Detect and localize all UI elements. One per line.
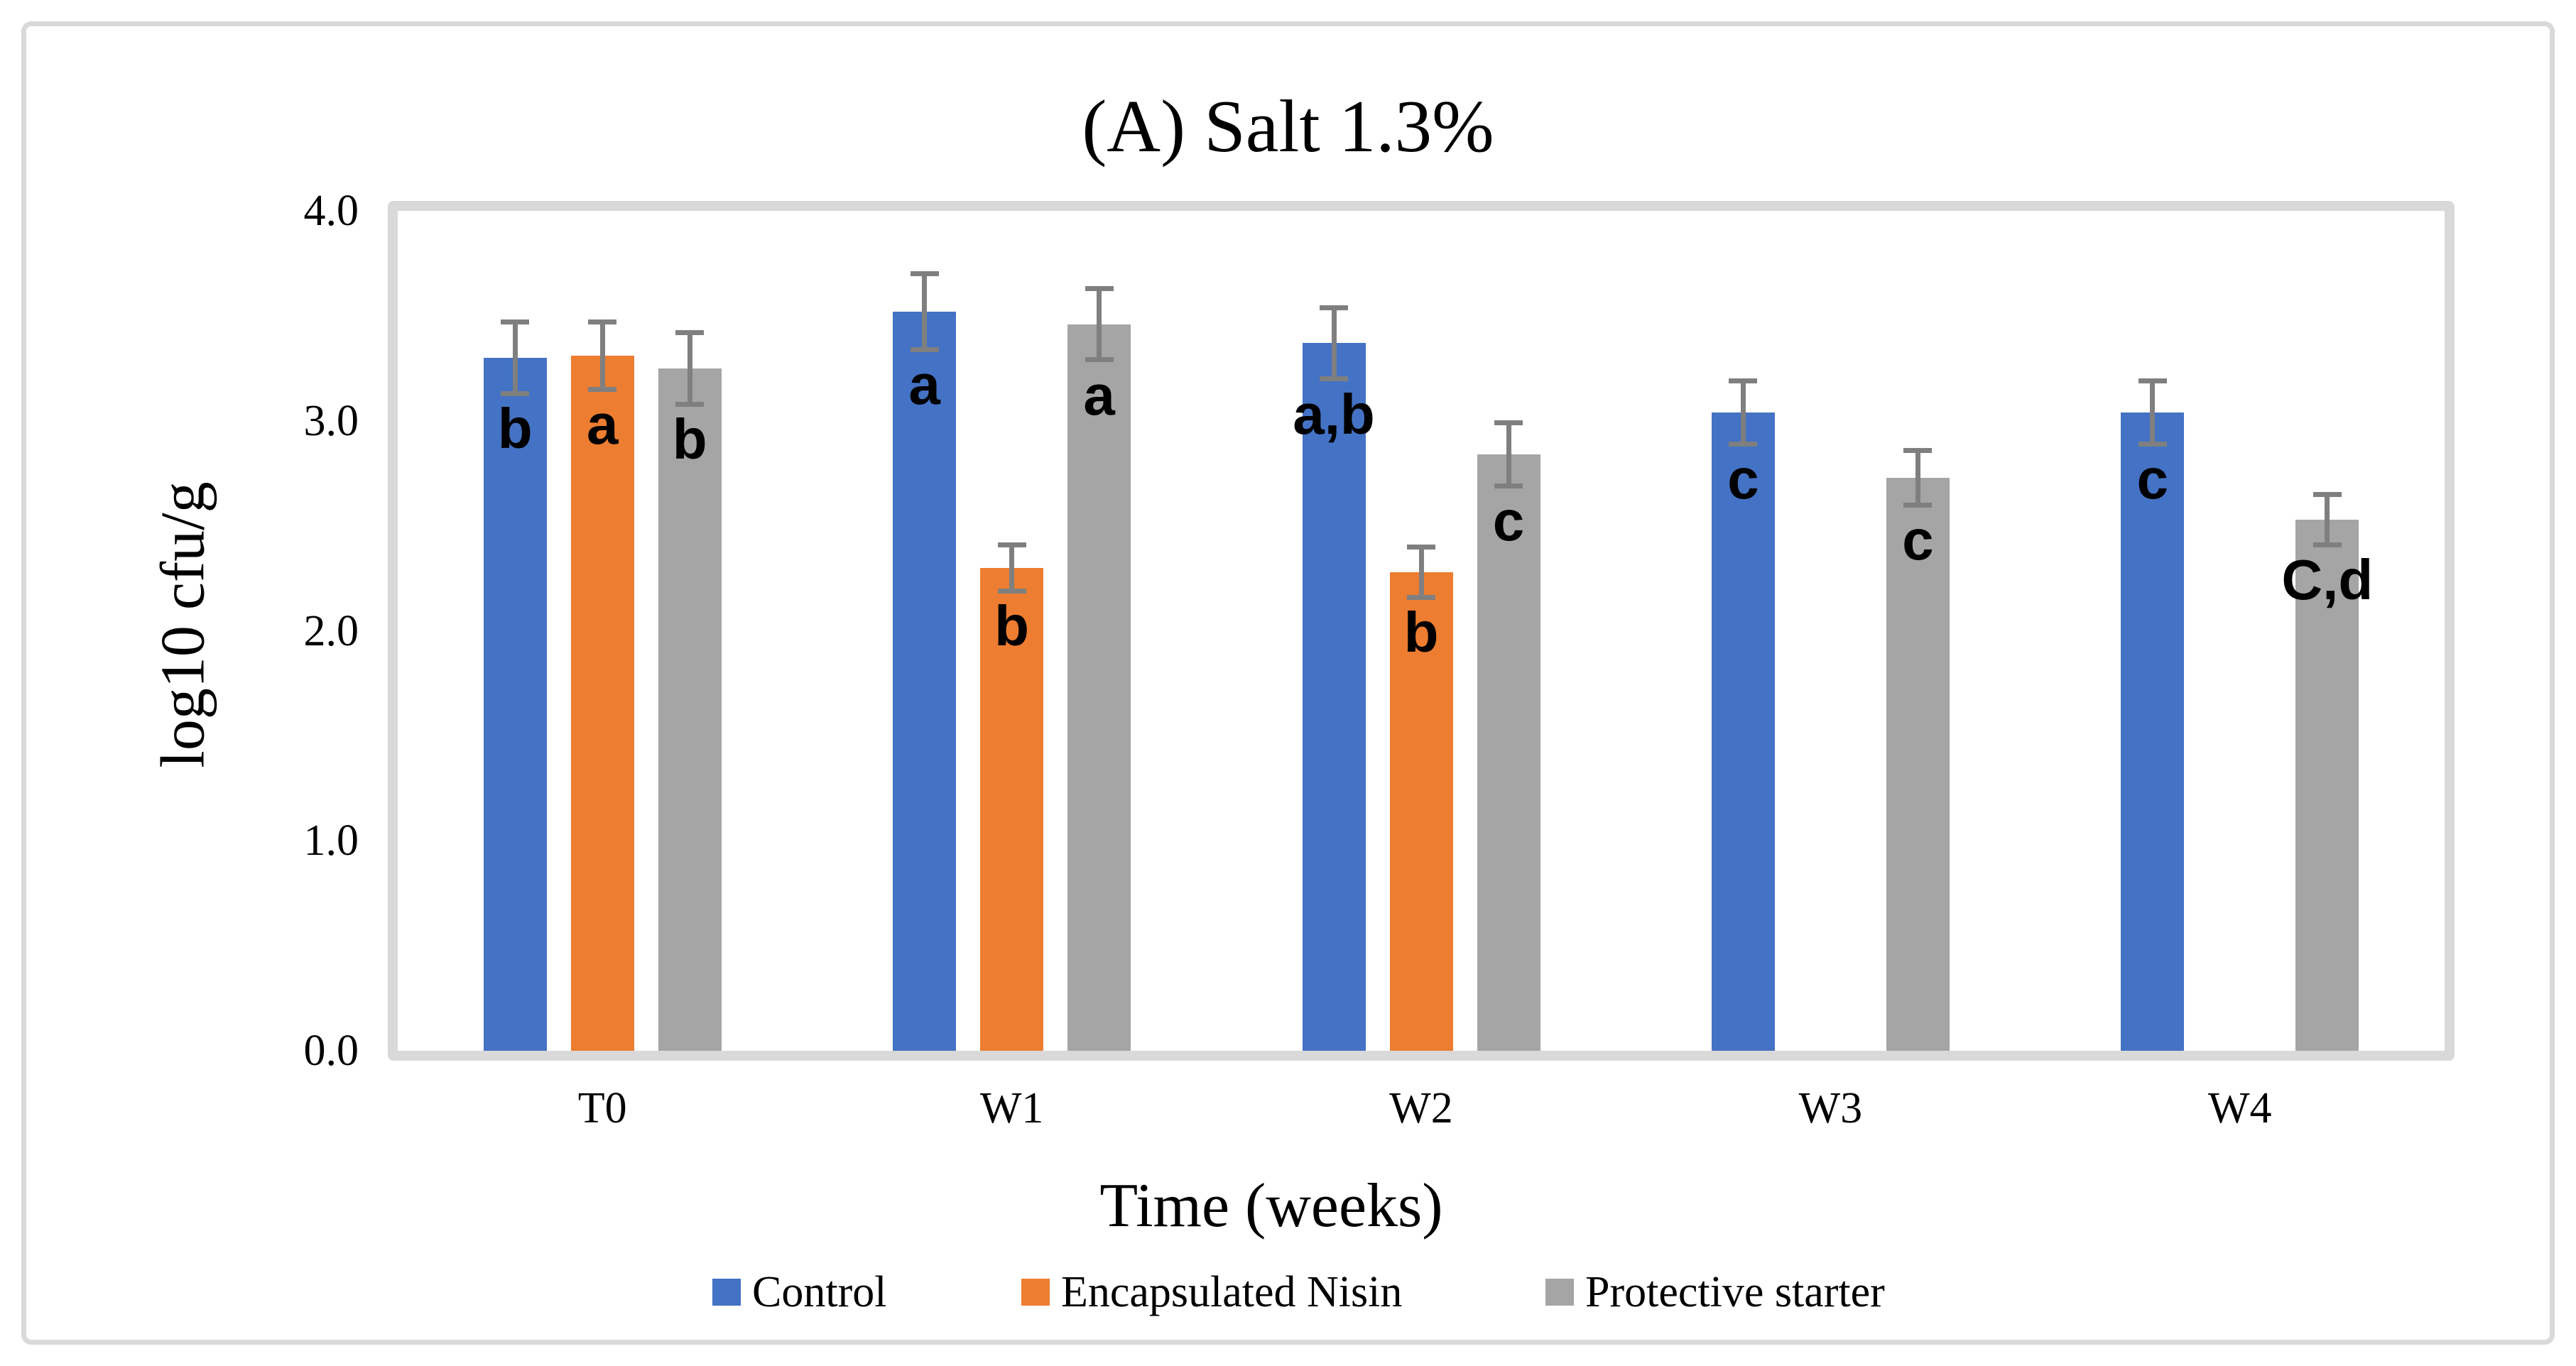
bar-control-W4 [2121, 412, 2185, 1051]
error-bar-cap-bottom [1729, 441, 1758, 447]
error-bar-line [1506, 422, 1511, 486]
x-tick-label-W3: W3 [1798, 1084, 1863, 1132]
bar-control-T0 [483, 358, 547, 1051]
bar-encapsulated-nisin-T0 [570, 356, 634, 1051]
bar-control-W3 [1711, 412, 1775, 1051]
significance-letter: c [2136, 447, 2169, 511]
significance-letter: b [672, 408, 707, 471]
x-tick-label-W1: W1 [979, 1084, 1044, 1132]
error-bar-cap-bottom [2138, 441, 2167, 447]
error-bar-line [1418, 547, 1424, 598]
error-bar-cap-top [1320, 305, 1348, 310]
significance-letter: c [1727, 447, 1759, 511]
error-bar-line [1009, 545, 1015, 591]
y-tick-label-3.0: 3.0 [303, 396, 359, 445]
error-bar-line [1740, 381, 1746, 444]
significance-letter: b [497, 397, 533, 461]
legend-entry-control: Control [712, 1261, 886, 1323]
control-swatch-icon [712, 1279, 741, 1306]
significance-letter: c [1492, 489, 1525, 553]
bar-protective-starter-W2 [1477, 454, 1540, 1051]
error-bar-line [922, 273, 928, 350]
chart-title: (A) Salt 1.3% [1082, 84, 1494, 168]
bar-protective-starter-W4 [2295, 519, 2359, 1051]
error-bar-cap-bottom [1407, 594, 1435, 600]
protective-starter-swatch-icon [1545, 1279, 1574, 1306]
y-tick-label-2.0: 2.0 [303, 606, 359, 655]
x-tick-label-W2: W2 [1389, 1084, 1453, 1132]
error-bar-cap-top [1407, 544, 1435, 550]
significance-letter: b [1403, 601, 1439, 665]
error-bar-cap-bottom [1085, 357, 1114, 363]
legend-entry-encapsulated-nisin: Encapsulated Nisin [1021, 1261, 1402, 1323]
error-bar-cap-bottom [2313, 542, 2342, 547]
error-bar-cap-top [1903, 447, 1933, 453]
legend-label-control: Control [752, 1267, 887, 1316]
bar-encapsulated-nisin-W1 [980, 567, 1044, 1051]
significance-letter: a [586, 393, 619, 457]
significance-letter: a,b [1293, 382, 1375, 446]
bar-control-W1 [893, 311, 957, 1051]
error-bar-cap-top [501, 319, 530, 325]
legend-label-encapsulated-nisin: Encapsulated Nisin [1061, 1267, 1403, 1316]
error-bar-line [512, 322, 518, 394]
y-tick-label-4.0: 4.0 [303, 187, 359, 235]
error-bar-cap-top [2313, 491, 2342, 497]
error-bar-line [1915, 450, 1920, 506]
error-bar-cap-bottom [1903, 502, 1933, 508]
legend-entry-protective-starter: Protective starter [1545, 1261, 1885, 1323]
error-bar-line [2325, 494, 2330, 545]
significance-letter: a [908, 353, 940, 417]
significance-letter: a [1083, 363, 1115, 427]
encapsulated-nisin-swatch-icon [1021, 1279, 1050, 1306]
error-bar-cap-top [588, 319, 617, 325]
error-bar-cap-bottom [588, 386, 617, 392]
error-bar-line [1331, 307, 1337, 379]
bar-protective-starter-W3 [1886, 477, 1950, 1051]
error-bar-cap-top [997, 542, 1026, 547]
y-tick-label-1.0: 1.0 [303, 816, 359, 865]
bar-protective-starter-T0 [658, 368, 722, 1051]
error-bar-line [2150, 381, 2156, 444]
error-bar-cap-top [1494, 420, 1523, 426]
error-bar-line [599, 322, 605, 390]
error-bar-cap-top [675, 330, 705, 336]
error-bar-cap-top [1729, 378, 1758, 384]
error-bar-cap-top [1085, 285, 1114, 291]
significance-letter: c [1902, 508, 1934, 572]
significance-letter: b [994, 594, 1030, 658]
error-bar-cap-top [910, 271, 939, 277]
legend-label-protective-starter: Protective starter [1585, 1267, 1885, 1316]
y-axis-title: log10 cfu/g [148, 481, 218, 768]
x-tick-label-W4: W4 [2208, 1084, 2272, 1132]
error-bar-cap-bottom [501, 390, 530, 396]
error-bar-cap-bottom [997, 588, 1026, 594]
bar-encapsulated-nisin-W2 [1389, 572, 1453, 1051]
error-bar-cap-bottom [910, 346, 939, 352]
error-bar-cap-top [2138, 378, 2167, 384]
x-tick-label-T0: T0 [577, 1084, 627, 1132]
error-bar-cap-bottom [675, 401, 705, 407]
error-bar-cap-bottom [1494, 483, 1523, 488]
y-tick-label-0.0: 0.0 [303, 1027, 359, 1075]
x-axis-title: Time (weeks) [1099, 1171, 1443, 1240]
bar-control-W2 [1302, 343, 1366, 1051]
error-bar-line [687, 332, 692, 405]
bar-protective-starter-W1 [1067, 324, 1131, 1051]
error-bar-cap-bottom [1320, 376, 1348, 382]
error-bar-line [1097, 288, 1102, 360]
significance-letter: C,d [2281, 548, 2374, 612]
